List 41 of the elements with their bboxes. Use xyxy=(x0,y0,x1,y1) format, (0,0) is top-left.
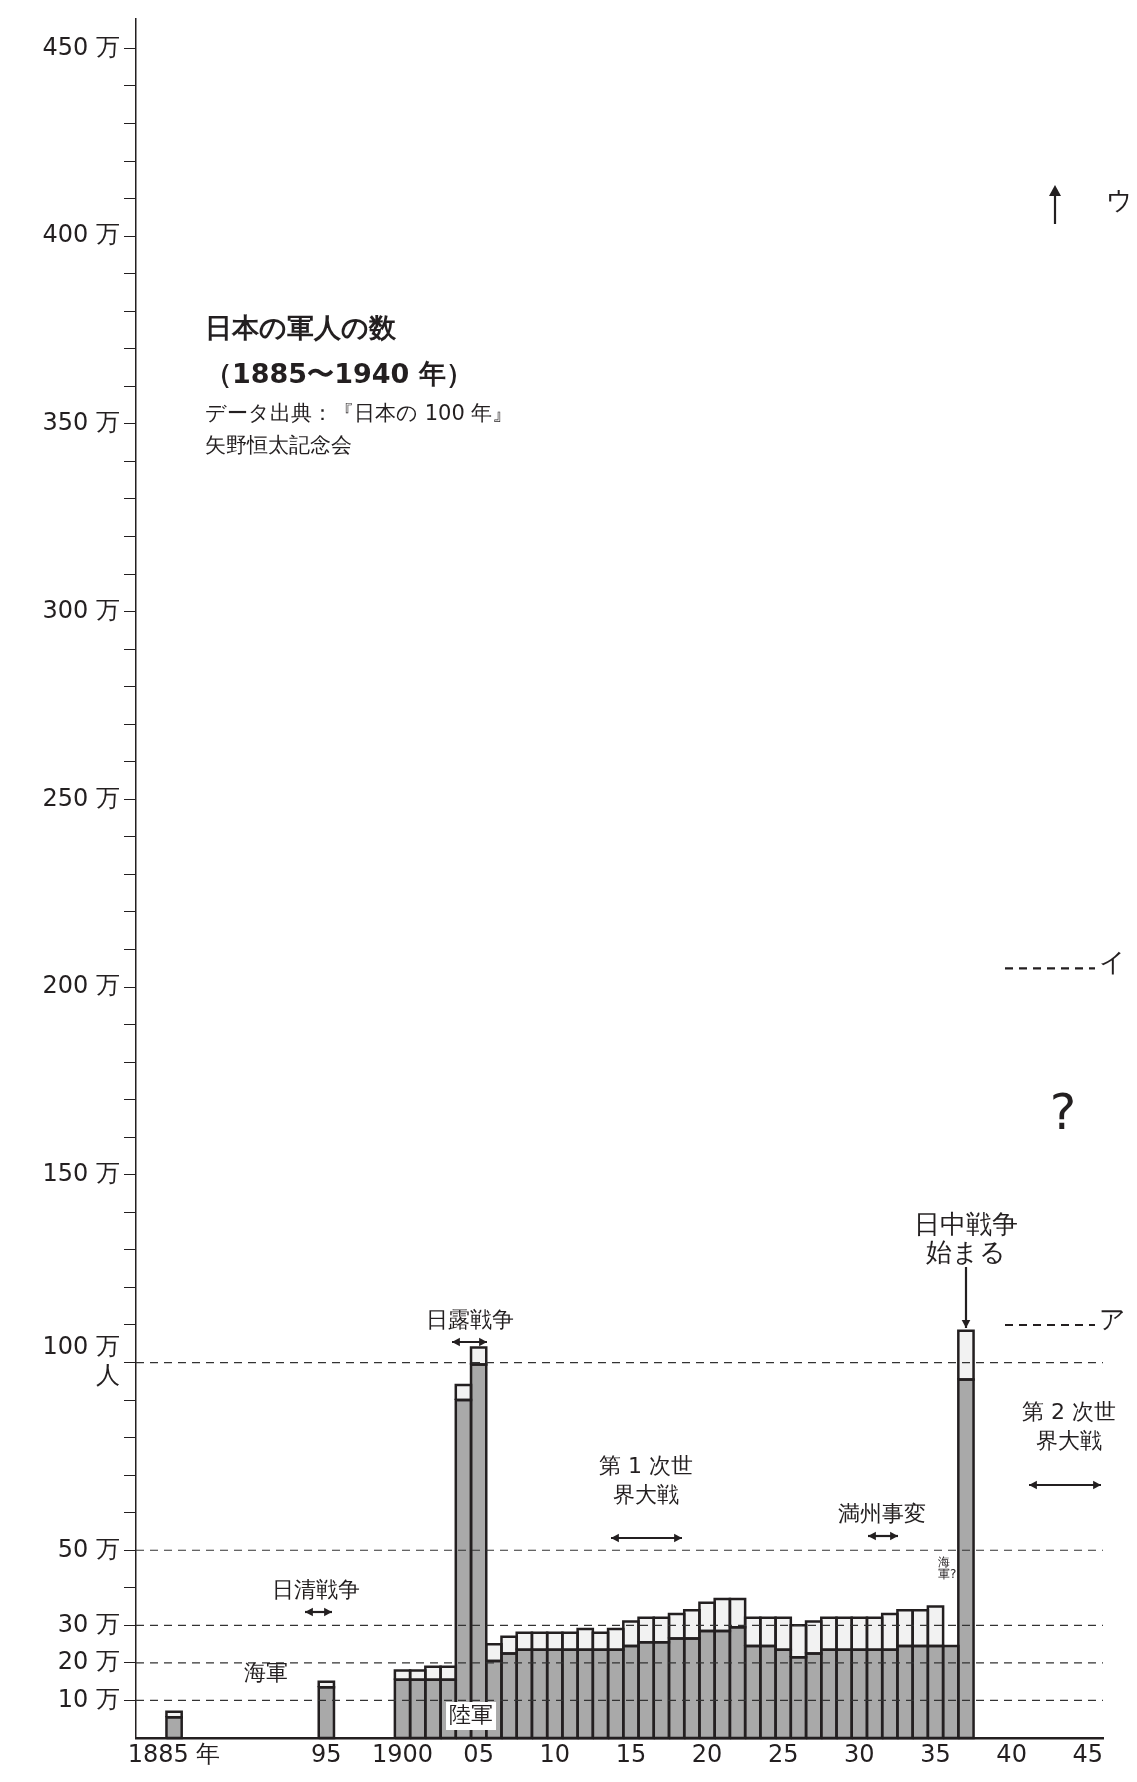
x-tick-label: 1885 年 xyxy=(127,1739,221,1768)
annotation: 日露戦争 xyxy=(425,1306,515,1334)
text: （1885〜1940 年） xyxy=(205,357,474,391)
x-tick-label: 30 xyxy=(844,1739,875,1768)
y-tick-label: 250 万 xyxy=(42,783,120,812)
x-tick-label: 45 xyxy=(1072,1739,1104,1768)
annotation: 日清戦争 xyxy=(271,1576,361,1604)
text: ウ xyxy=(1105,184,1135,217)
y-tick-label: 30 万 xyxy=(57,1609,120,1638)
y-tick-label: 20 万 xyxy=(57,1647,120,1676)
annotation: 第 1 次世界大戦 xyxy=(598,1452,694,1509)
x-tick-label: 20 xyxy=(691,1739,723,1768)
text: 日本の軍人の数 xyxy=(205,311,397,345)
series-label: 海軍 xyxy=(244,1660,289,1686)
x-tick-label: 25 xyxy=(767,1739,799,1768)
y-tick-label: 10 万 xyxy=(57,1684,120,1713)
y-tick-label: 350 万 xyxy=(42,408,120,437)
annotation: 日中戦争始まる xyxy=(913,1208,1018,1267)
annotation: 矢野恒太記念会 xyxy=(205,432,353,459)
x-tick-label: 40 xyxy=(996,1739,1027,1768)
y-tick-label: 400 万 xyxy=(42,220,120,249)
y-tick-label: 450 万 xyxy=(42,32,120,61)
annotation: ? xyxy=(1048,1082,1078,1143)
x-tick-label: 10 xyxy=(539,1739,571,1768)
series-label: 陸軍 xyxy=(449,1701,494,1727)
annotation: 満州事変 xyxy=(837,1500,927,1528)
x-tick-label: 35 xyxy=(920,1739,951,1768)
y-tick-label: 300 万 xyxy=(42,595,120,624)
y-tick-label: 150 万 xyxy=(42,1159,120,1188)
x-tick-label: 95 xyxy=(311,1739,342,1768)
x-tick-label: 1900 xyxy=(371,1739,434,1768)
y-tick-label: 50 万 xyxy=(57,1534,120,1563)
y-tick-label: 200 万 xyxy=(42,971,120,1000)
x-tick-label: 15 xyxy=(615,1739,647,1768)
y-tick-label: 100 万人 xyxy=(42,1332,120,1390)
annotation: 第 2 次世界大戦 xyxy=(1021,1398,1117,1455)
ref-line-label: イ xyxy=(1099,947,1126,978)
ref-line-label: ア xyxy=(1099,1303,1126,1334)
annotation: データ出典：『日本の 100 年』 xyxy=(205,400,514,427)
x-tick-label: 05 xyxy=(463,1739,494,1768)
annotation: 海軍? xyxy=(938,1555,957,1581)
